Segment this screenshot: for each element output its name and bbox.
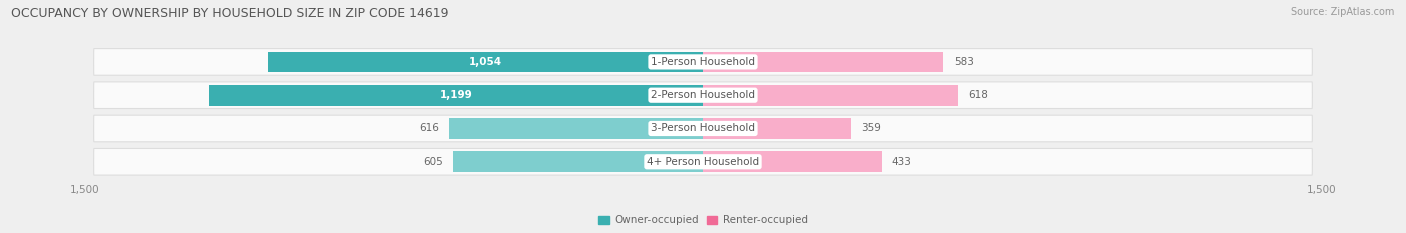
Bar xyxy=(703,151,882,172)
Text: 1,054: 1,054 xyxy=(470,57,502,67)
Bar xyxy=(269,51,703,72)
Text: OCCUPANCY BY OWNERSHIP BY HOUSEHOLD SIZE IN ZIP CODE 14619: OCCUPANCY BY OWNERSHIP BY HOUSEHOLD SIZE… xyxy=(11,7,449,20)
Text: 583: 583 xyxy=(953,57,973,67)
Bar xyxy=(208,85,703,106)
Text: Source: ZipAtlas.com: Source: ZipAtlas.com xyxy=(1291,7,1395,17)
Text: 2-Person Household: 2-Person Household xyxy=(651,90,755,100)
FancyBboxPatch shape xyxy=(94,115,1312,142)
Text: 616: 616 xyxy=(419,123,439,134)
Text: 1,199: 1,199 xyxy=(440,90,472,100)
Bar xyxy=(703,85,957,106)
FancyBboxPatch shape xyxy=(94,82,1312,109)
FancyBboxPatch shape xyxy=(94,49,1312,75)
Bar xyxy=(449,118,703,139)
Bar xyxy=(703,51,943,72)
Text: 359: 359 xyxy=(862,123,882,134)
Text: 605: 605 xyxy=(423,157,443,167)
Text: 3-Person Household: 3-Person Household xyxy=(651,123,755,134)
Text: 618: 618 xyxy=(969,90,988,100)
Bar xyxy=(703,118,851,139)
Text: 4+ Person Household: 4+ Person Household xyxy=(647,157,759,167)
Text: 433: 433 xyxy=(891,157,911,167)
Bar xyxy=(454,151,703,172)
FancyBboxPatch shape xyxy=(94,148,1312,175)
Text: 1-Person Household: 1-Person Household xyxy=(651,57,755,67)
Legend: Owner-occupied, Renter-occupied: Owner-occupied, Renter-occupied xyxy=(595,211,811,230)
